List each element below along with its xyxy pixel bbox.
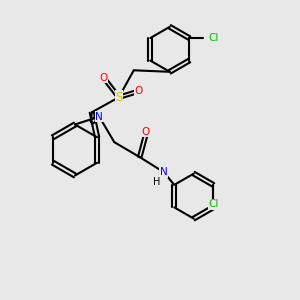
- Text: N: N: [95, 112, 103, 122]
- Text: O: O: [134, 86, 142, 96]
- Text: N: N: [160, 167, 168, 177]
- Text: Cl: Cl: [208, 33, 218, 43]
- Text: H: H: [153, 177, 160, 187]
- Text: O: O: [100, 73, 108, 83]
- Text: S: S: [115, 91, 122, 104]
- Text: O: O: [142, 127, 150, 136]
- Text: Cl: Cl: [208, 200, 218, 209]
